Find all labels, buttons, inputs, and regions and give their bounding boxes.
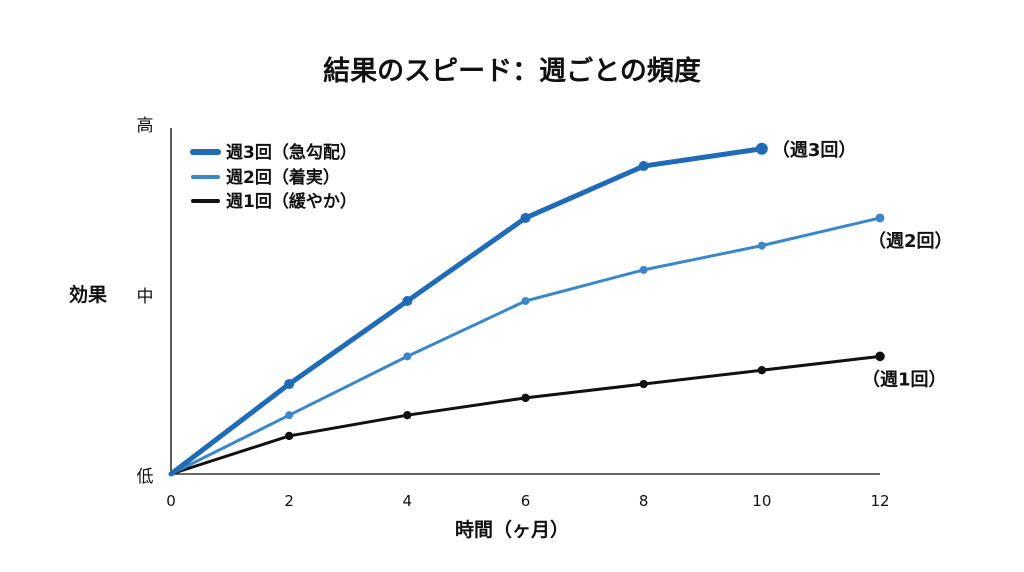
series-points xyxy=(284,142,885,441)
series-3-point xyxy=(521,393,530,403)
series-2-point xyxy=(639,265,648,274)
series-3-point xyxy=(639,379,648,389)
x-tick-label: 10 xyxy=(752,492,771,510)
series-1-point xyxy=(402,296,413,306)
x-tick-label: 6 xyxy=(521,492,531,510)
series-line-3 xyxy=(169,354,882,476)
legend-label-3: 週1回（緩やか） xyxy=(226,191,357,212)
series-1-point xyxy=(520,212,531,223)
x-tick-label: 4 xyxy=(403,492,413,510)
series-2-point xyxy=(875,213,885,223)
legend: 週3回（急勾配） 週2回（着実） 週1回（緩やか） xyxy=(190,142,357,212)
legend-label-1: 週3回（急勾配） xyxy=(226,142,357,163)
series-3-end-label: （週1回） xyxy=(862,369,947,390)
y-level-low: 低 xyxy=(137,467,154,487)
series-3-point xyxy=(875,351,885,362)
x-tick-label: 2 xyxy=(284,492,294,510)
x-tick-label: 0 xyxy=(166,492,176,510)
y-axis-label: 効果 xyxy=(69,283,107,306)
x-tick-label: 8 xyxy=(639,492,649,510)
series-2-point xyxy=(521,297,530,305)
x-tick-label: 12 xyxy=(870,492,889,510)
y-level-mid: 中 xyxy=(137,287,154,307)
series-2-point xyxy=(757,241,766,250)
x-axis-label: 時間（ヶ月） xyxy=(455,518,569,541)
x-ticks: 0 2 4 6 8 10 12 xyxy=(166,492,889,510)
series-3-point xyxy=(284,431,294,441)
y-level-high: 高 xyxy=(137,116,154,136)
series-1-end-label: （週3回） xyxy=(772,140,857,161)
series-line-2 xyxy=(169,216,882,476)
series-3-point xyxy=(757,366,767,375)
series-1-point xyxy=(638,161,649,172)
series-line-1 xyxy=(168,146,765,477)
end-labels: （週3回） （週2回） （週1回） xyxy=(772,140,953,391)
series-2-point xyxy=(403,352,412,361)
series-3-point xyxy=(403,410,412,420)
chart-title: 結果のスピード：週ごとの頻度 xyxy=(323,55,701,87)
series-1-point xyxy=(284,379,295,390)
series-1-point xyxy=(755,142,768,155)
series-2-end-label: （週2回） xyxy=(868,231,953,252)
series-2-point xyxy=(285,411,294,420)
legend-label-2: 週2回（着実） xyxy=(226,167,340,188)
